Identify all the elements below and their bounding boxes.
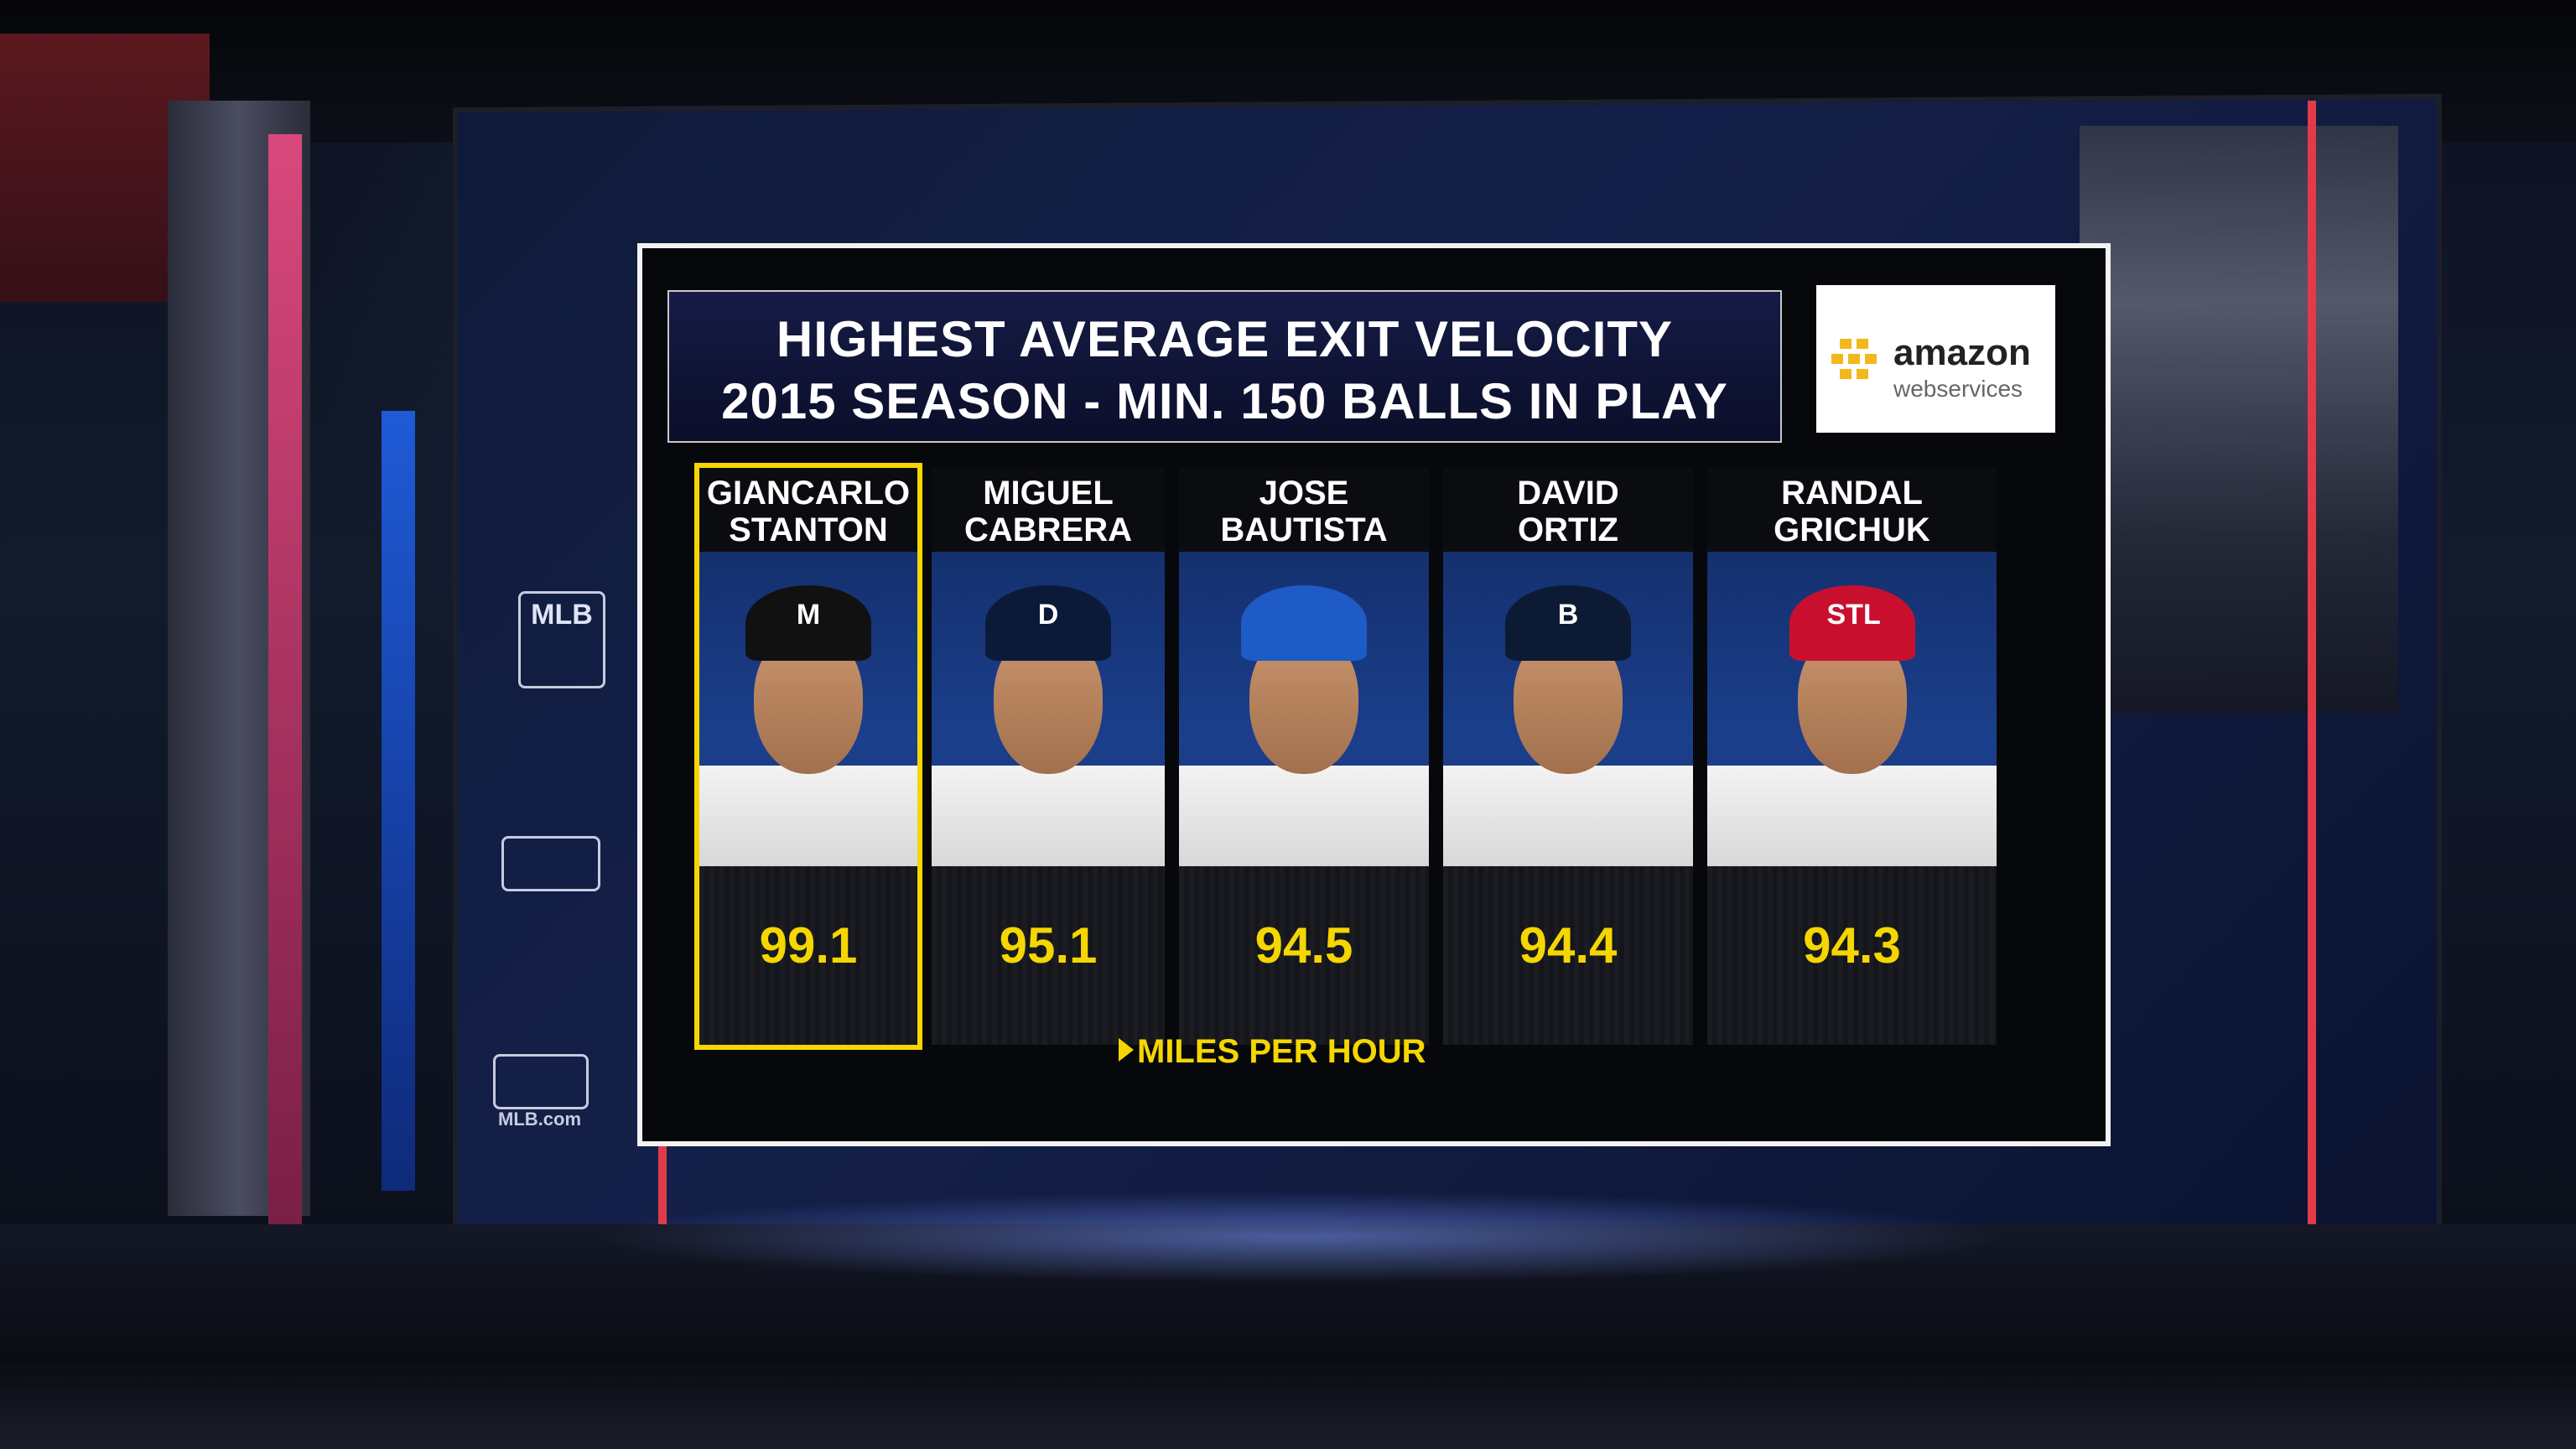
value-box: 94.3 — [1707, 866, 1997, 1045]
red-accent-line-right — [2308, 101, 2316, 1375]
sponsor-name: amazon — [1893, 332, 2031, 373]
cap-icon — [985, 585, 1111, 661]
sponsor-logo: amazon webservices — [1816, 285, 2055, 433]
mlb-network-logo: MLB — [518, 591, 605, 688]
player-photo: M — [699, 552, 917, 866]
exit-velocity-value: 94.3 — [1803, 917, 1901, 974]
cap-icon — [1241, 585, 1367, 661]
player-photo: D — [932, 552, 1165, 866]
player-jersey — [699, 766, 917, 866]
player-jersey — [1179, 766, 1429, 866]
exit-velocity-value: 95.1 — [999, 917, 1098, 974]
player-first-name: MIGUEL — [983, 475, 1114, 512]
cap-icon — [1505, 585, 1631, 661]
player-card: DAVID ORTIZ B 94.4 — [1443, 468, 1693, 1045]
floor-reflection — [587, 1191, 2012, 1283]
exit-velocity-value: 94.5 — [1254, 917, 1353, 974]
cap-icon — [745, 585, 871, 661]
aws-cubes-icon — [1831, 335, 1882, 402]
stadium-image-panel — [2080, 126, 2398, 713]
team-logo-icon: STL — [1826, 599, 1881, 631]
player-card: GIANCARLO STANTON M 99.1 — [694, 463, 922, 1050]
sponsor-subtitle: webservices — [1893, 376, 2023, 402]
player-name: DAVID ORTIZ — [1443, 468, 1693, 558]
team-logo-icon: M — [796, 599, 821, 631]
pink-light-strip — [268, 134, 302, 1224]
player-name: RANDAL GRICHUK — [1707, 468, 1997, 558]
blue-light-strip — [382, 411, 415, 1191]
unit-label: MILES PER HOUR — [1137, 1033, 1426, 1070]
player-last-name: BAUTISTA — [1220, 512, 1388, 548]
player-photo — [1179, 552, 1429, 866]
player-name: MIGUEL CABRERA — [932, 468, 1165, 558]
player-last-name: ORTIZ — [1518, 512, 1618, 548]
player-jersey — [932, 766, 1165, 866]
player-jersey — [1443, 766, 1693, 866]
player-card: JOSE BAUTISTA 94.5 — [1179, 468, 1429, 1045]
mlbcom-logo-icon — [493, 1054, 589, 1109]
player-photo: STL — [1707, 552, 1997, 866]
graphic-title: HIGHEST AVERAGE EXIT VELOCITY — [776, 311, 1674, 367]
player-first-name: DAVID — [1517, 475, 1619, 512]
stat-graphic: HIGHEST AVERAGE EXIT VELOCITY 2015 SEASO… — [637, 243, 2111, 1146]
player-last-name: CABRERA — [964, 512, 1132, 548]
player-first-name: JOSE — [1259, 475, 1349, 512]
player-last-name: GRICHUK — [1774, 512, 1930, 548]
player-first-name: GIANCARLO — [706, 475, 911, 512]
mlbcom-label: MLB.com — [498, 1109, 581, 1130]
exit-velocity-value: 94.4 — [1519, 917, 1618, 974]
play-triangle-icon — [1119, 1038, 1134, 1062]
team-logo-icon: D — [1037, 599, 1059, 631]
player-card: MIGUEL CABRERA D 95.1 — [932, 468, 1165, 1045]
value-box: 94.4 — [1443, 866, 1693, 1045]
player-name: GIANCARLO STANTON — [699, 468, 917, 558]
title-bar: HIGHEST AVERAGE EXIT VELOCITY 2015 SEASO… — [667, 290, 1782, 443]
player-last-name: STANTON — [729, 512, 888, 548]
cap-icon — [1789, 585, 1915, 661]
player-name: JOSE BAUTISTA — [1179, 468, 1429, 558]
value-box: 95.1 — [932, 866, 1165, 1045]
value-box: 94.5 — [1179, 866, 1429, 1045]
exit-velocity-value: 99.1 — [759, 917, 858, 974]
player-card: RANDAL GRICHUK STL 94.3 — [1707, 468, 1997, 1045]
mlb-logo-icon — [501, 836, 600, 891]
value-box: 99.1 — [699, 866, 917, 1045]
team-logo-icon: B — [1557, 599, 1579, 631]
graphic-subtitle: 2015 SEASON - MIN. 150 BALLS IN PLAY — [721, 373, 1728, 429]
player-photo: B — [1443, 552, 1693, 866]
player-first-name: RANDAL — [1781, 475, 1923, 512]
player-jersey — [1707, 766, 1997, 866]
